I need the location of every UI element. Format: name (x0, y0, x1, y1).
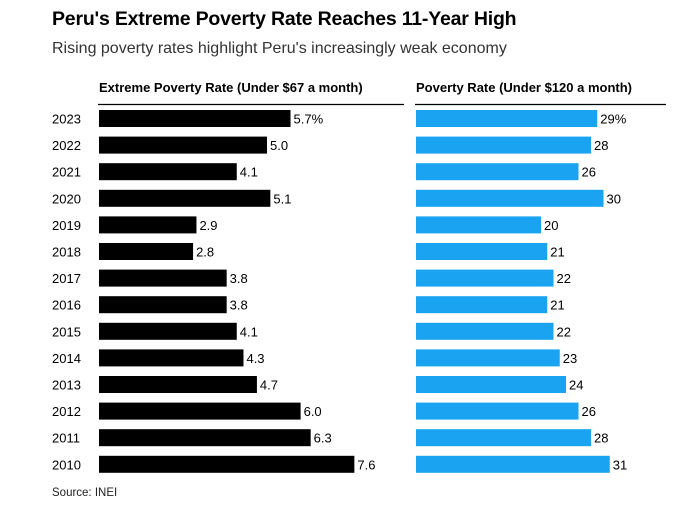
poverty-bar-2018 (416, 243, 548, 260)
poverty-value-label: 22 (557, 324, 571, 339)
year-label: 2013 (52, 378, 81, 393)
poverty-bar-2015 (416, 322, 554, 340)
poverty-bar-2014 (416, 349, 560, 367)
extreme-bar-2022 (99, 136, 267, 154)
poverty-bar-2022 (416, 136, 591, 154)
poverty-bar-2013 (416, 376, 566, 393)
extreme-bar-2019 (99, 216, 197, 234)
extreme-value-label: 5.7% (294, 112, 324, 127)
source-note: Source: INEI (52, 487, 118, 499)
poverty-value-label: 21 (550, 245, 564, 260)
extreme-value-label: 4.1 (240, 324, 258, 339)
year-label: 2014 (52, 351, 81, 366)
year-label: 2015 (52, 324, 81, 339)
extreme-bar-2016 (99, 296, 227, 314)
extreme-value-label: 6.0 (304, 404, 322, 419)
poverty-value-label: 28 (594, 138, 608, 153)
extreme-bar-2012 (99, 402, 301, 420)
extreme-value-label: 3.8 (230, 298, 248, 313)
extreme-value-label: 5.0 (270, 138, 288, 153)
extreme-bar-2021 (99, 163, 237, 181)
poverty-value-label: 26 (582, 404, 596, 419)
poverty-bar-2016 (416, 296, 548, 314)
extreme-value-label: 2.9 (199, 218, 217, 233)
poverty-panel-header: Poverty Rate (Under $120 a month) (416, 80, 632, 95)
extreme-value-label: 6.3 (314, 431, 332, 446)
poverty-bar-2012 (416, 402, 579, 420)
poverty-bar-2011 (416, 429, 591, 447)
extreme-bar-2015 (99, 322, 237, 340)
extreme-bar-2018 (99, 243, 194, 260)
poverty-value-label: 23 (563, 351, 577, 366)
poverty-value-label: 29% (600, 112, 626, 127)
year-label: 2019 (52, 218, 81, 233)
extreme-value-label: 4.3 (246, 351, 264, 366)
poverty-value-label: 21 (550, 298, 564, 313)
extreme-bar-2010 (99, 455, 355, 473)
poverty-bar-2021 (416, 163, 579, 181)
extreme-bar-2011 (99, 429, 311, 447)
poverty-value-label: 24 (569, 378, 583, 393)
extreme-value-label: 3.8 (230, 271, 248, 286)
year-label: 2017 (52, 271, 81, 286)
poverty-value-label: 20 (544, 218, 558, 233)
extreme-value-label: 4.1 (240, 165, 258, 180)
poverty-value-label: 31 (613, 457, 627, 472)
poverty-value-label: 26 (582, 165, 596, 180)
year-label: 2020 (52, 191, 81, 206)
year-label: 2022 (52, 138, 81, 153)
extreme-bar-2014 (99, 349, 244, 367)
extreme-value-label: 5.1 (273, 191, 291, 206)
year-label: 2011 (52, 431, 80, 446)
poverty-bar-2010 (416, 455, 610, 473)
year-label: 2021 (52, 165, 81, 180)
poverty-value-label: 22 (557, 271, 571, 286)
chart-subtitle: Rising poverty rates highlight Peru's in… (52, 40, 507, 57)
extreme-bar-2017 (99, 269, 227, 287)
year-label: 2012 (52, 404, 81, 419)
poverty-value-label: 30 (607, 191, 621, 206)
extreme-panel-header: Extreme Poverty Rate (Under $67 a month) (99, 80, 363, 95)
poverty-bar-2023 (416, 110, 598, 127)
extreme-value-label: 7.6 (357, 457, 375, 472)
year-label: 2016 (52, 298, 81, 313)
year-label: 2010 (52, 457, 81, 472)
year-label: 2023 (52, 112, 81, 127)
extreme-value-label: 2.8 (196, 245, 214, 260)
extreme-value-label: 4.7 (260, 378, 278, 393)
poverty-bar-2017 (416, 269, 554, 287)
chart-title: Peru's Extreme Poverty Rate Reaches 11-Y… (52, 8, 517, 30)
extreme-bar-2013 (99, 376, 257, 393)
poverty-bar-2019 (416, 216, 541, 234)
poverty-value-label: 28 (594, 431, 608, 446)
extreme-bar-2020 (99, 189, 271, 207)
poverty-bar-2020 (416, 189, 604, 207)
extreme-bar-2023 (99, 110, 291, 127)
year-label: 2018 (52, 245, 81, 260)
